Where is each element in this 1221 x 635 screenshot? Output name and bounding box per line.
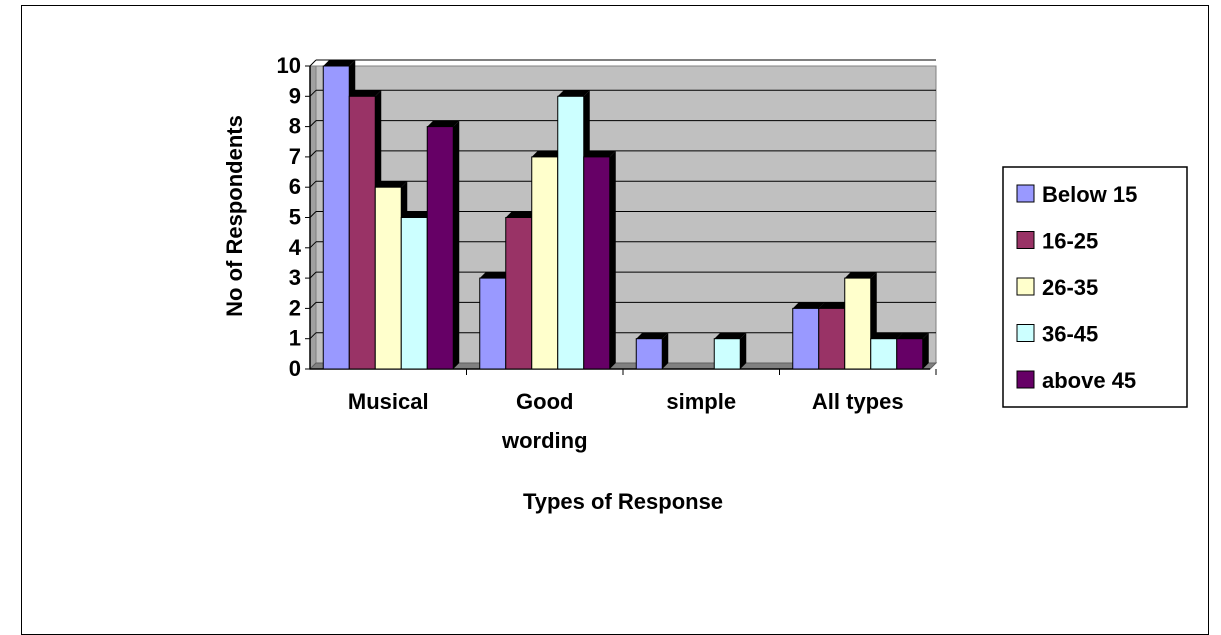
bar xyxy=(400,217,428,370)
y-tick-label: 0 xyxy=(289,356,301,381)
bar-side xyxy=(922,332,929,369)
gridline-side xyxy=(309,150,317,158)
y-tick-label: 4 xyxy=(289,235,302,260)
legend-swatch xyxy=(1016,370,1035,389)
bar xyxy=(896,338,924,370)
gridline-side xyxy=(309,241,317,249)
bar-top xyxy=(401,211,434,218)
bar-top xyxy=(583,150,616,157)
bar-top xyxy=(427,120,460,127)
bar xyxy=(505,217,533,370)
legend-swatch xyxy=(1016,184,1035,203)
plot-area xyxy=(305,59,938,375)
bar xyxy=(426,126,454,370)
x-tick-label: Musical xyxy=(348,389,429,414)
bar-side xyxy=(740,332,747,369)
bar-top xyxy=(531,150,564,157)
y-tick-label: 10 xyxy=(277,53,301,78)
bar xyxy=(322,65,350,370)
legend-label: above 45 xyxy=(1042,368,1136,393)
y-tick-label: 8 xyxy=(289,114,301,139)
legend-label: 36-45 xyxy=(1042,322,1098,347)
bar-top xyxy=(479,272,512,279)
bar-side xyxy=(662,332,669,369)
bar-top xyxy=(896,332,929,339)
gridline-side xyxy=(309,332,317,340)
plot-side-wall xyxy=(309,65,317,371)
legend-swatch xyxy=(1016,324,1035,342)
x-axis-title: Types of Response xyxy=(523,489,723,514)
bar-side xyxy=(453,120,460,369)
y-tick-label: 2 xyxy=(289,295,301,320)
chart-text: 0 1 2 3 4 5 6 7 8 9 10 Musical Good wording simple All … xyxy=(222,53,904,514)
bar xyxy=(792,307,820,370)
y-tick-label: 3 xyxy=(289,265,301,290)
bar xyxy=(557,95,585,370)
gridline-side xyxy=(309,211,317,218)
legend-swatch xyxy=(1016,277,1035,296)
bar-top xyxy=(375,181,408,188)
bar xyxy=(583,156,611,370)
bar-side xyxy=(609,150,616,369)
legend-label: Below 15 xyxy=(1042,182,1137,207)
bar-top xyxy=(870,332,903,339)
y-tick-label: 9 xyxy=(289,83,301,108)
bar xyxy=(713,338,741,370)
bar-top xyxy=(323,60,356,66)
y-tick-label: 5 xyxy=(289,205,301,230)
y-tick-label: 7 xyxy=(289,144,301,169)
gridline-side xyxy=(309,120,317,127)
bar xyxy=(844,277,872,370)
gridline-side xyxy=(309,59,317,67)
gridline-side xyxy=(309,271,317,279)
legend: Below 15 16-25 26-35 36-45 above 45 xyxy=(1002,166,1188,408)
legend-swatch xyxy=(1016,231,1035,249)
bar xyxy=(531,156,559,370)
bar-top xyxy=(818,302,851,309)
gridline-side xyxy=(309,302,317,309)
bar xyxy=(635,338,663,370)
bar-top xyxy=(714,332,747,339)
gridline-side xyxy=(309,180,317,188)
bar-top xyxy=(636,332,669,339)
bar-top xyxy=(844,272,877,279)
y-tick-label: 1 xyxy=(289,326,301,351)
bar xyxy=(870,338,898,370)
x-tick-label: Good xyxy=(516,389,573,414)
bar xyxy=(374,186,402,370)
gridline-side xyxy=(309,89,317,97)
y-tick-label: 6 xyxy=(289,174,301,199)
legend-label: 16-25 xyxy=(1042,229,1098,254)
bar xyxy=(479,277,507,370)
x-tick-label: All types xyxy=(812,389,904,414)
bar xyxy=(348,95,376,370)
x-tick-label: wording xyxy=(501,428,588,453)
bar-top xyxy=(792,302,825,309)
bar-top xyxy=(557,90,590,97)
x-tick-label: simple xyxy=(666,389,736,414)
bar-chart: 0 1 2 3 4 5 6 7 8 9 10 Musical Good wording simple All … xyxy=(222,53,1188,514)
bar xyxy=(818,307,846,370)
bar-top xyxy=(349,90,382,97)
legend-label: 26-35 xyxy=(1042,275,1098,300)
y-axis-title: No of Respondents xyxy=(222,115,247,317)
bar-top xyxy=(505,211,538,218)
